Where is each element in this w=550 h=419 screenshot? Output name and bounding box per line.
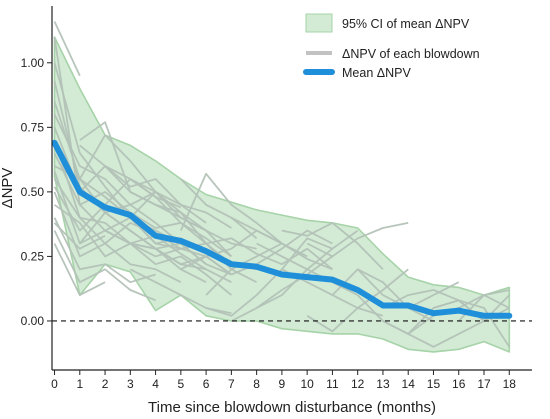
legend-ci-swatch (305, 13, 333, 33)
x-tick-label: 2 (102, 377, 109, 391)
blowdown-line (53, 21, 81, 77)
blowdown-line (205, 237, 333, 270)
ci-band (53, 36, 511, 353)
blowdown-line (129, 178, 232, 229)
y-tick-label: 0.50 (21, 185, 45, 199)
x-axis-title: Time since blowdown disturbance (months) (148, 399, 436, 416)
blowdown-line (179, 172, 283, 245)
x-tick-label: 13 (376, 377, 390, 391)
x-tick-label: 5 (177, 377, 184, 391)
legend-blowdown-label: ΔNPV of each blowdown (342, 47, 480, 61)
axes (51, 6, 532, 371)
blowdown-line (306, 268, 409, 333)
blowdown-line (130, 242, 232, 276)
x-tick-label: 3 (127, 377, 134, 391)
x-tick-label: 4 (152, 377, 159, 391)
y-tick-label: 0.25 (21, 249, 45, 263)
y-tick-label: 0.00 (21, 314, 45, 328)
ci-band-layer (53, 36, 511, 353)
x-tick-label: 0 (51, 377, 58, 391)
blowdown-line (256, 229, 359, 309)
blowdown-line (53, 170, 232, 296)
x-tick-label: 1 (76, 377, 83, 391)
x-tick-label: 14 (402, 377, 416, 391)
blowdown-line (53, 222, 106, 250)
x-tick-label: 18 (503, 377, 517, 391)
blowdown-line (331, 268, 434, 322)
x-tick-label: 7 (228, 377, 235, 391)
x-tick-label: 8 (253, 377, 260, 391)
blowdown-line (79, 121, 157, 206)
blowdown-line (205, 237, 333, 317)
x-tick-label: 16 (452, 377, 466, 391)
blowdown-line (281, 221, 384, 270)
x-tick-label: 9 (279, 377, 286, 391)
blowdown-line (180, 178, 258, 239)
x-tick-label: 15 (427, 377, 441, 391)
blowdown-line (155, 203, 257, 250)
blowdown-line (53, 217, 156, 284)
blowdown-line (53, 243, 106, 297)
y-axis-title: ΔNPV (0, 168, 16, 209)
x-tick-label: 12 (351, 377, 365, 391)
legend-mean-label: Mean ΔNPV (342, 66, 411, 80)
legend: 95% CI of mean ΔNPV ΔNPV of each blowdow… (303, 13, 480, 80)
x-tick-label: 17 (477, 377, 491, 391)
blowdown-line (79, 211, 207, 271)
x-tick-label: 6 (203, 377, 210, 391)
mean-line-layer (51, 139, 513, 319)
mean-line (51, 139, 513, 319)
y-tick-label: 1.00 (21, 56, 45, 70)
blowdown-line (306, 222, 409, 258)
y-tick-label: 0.75 (21, 120, 45, 134)
legend-ci-label: 95% CI of mean ΔNPV (342, 17, 470, 31)
blowdown-line (230, 255, 333, 322)
blowdown-line (104, 178, 232, 258)
x-tick-label: 11 (326, 377, 339, 391)
blowdown-line (79, 134, 157, 193)
x-tick-label: 10 (300, 377, 314, 391)
blowdown-line (458, 299, 511, 348)
tick-layer: 0 1 2 3 4 5 6 7 8 9 10 11 12 13 14 15 16 17 180.000.250.50… (21, 56, 517, 391)
blowdown-line (53, 230, 156, 302)
